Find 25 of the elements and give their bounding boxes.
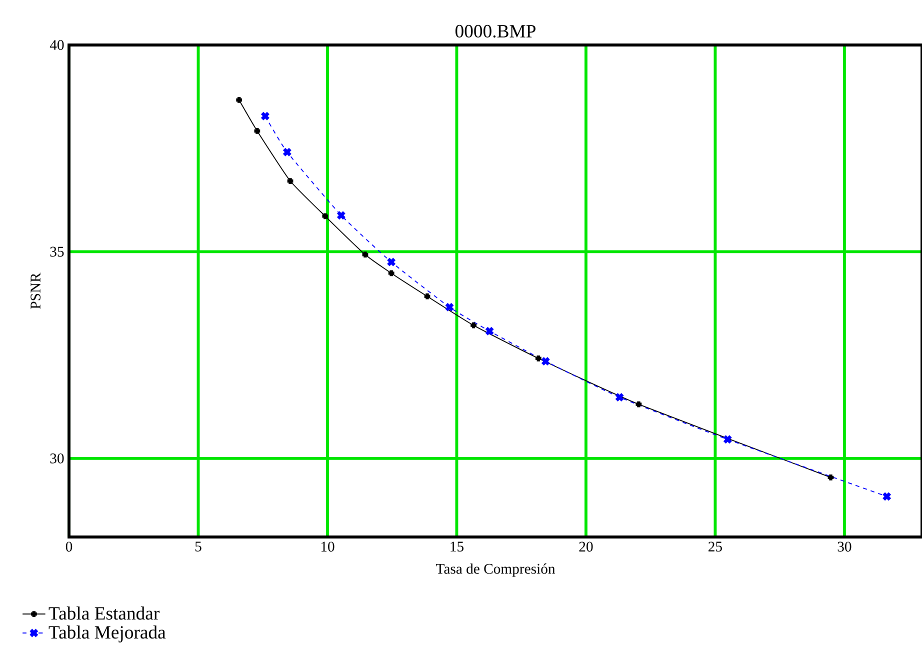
x-tick-label: 15	[450, 542, 464, 552]
x-tick-label: 20	[579, 542, 593, 552]
x-tick-label: 0	[66, 542, 72, 552]
point	[386, 257, 396, 267]
point	[336, 210, 346, 220]
legend-label: Tabla Estandar	[48, 606, 160, 620]
point	[484, 326, 494, 336]
x-tick-label: 25	[708, 542, 722, 552]
point	[260, 111, 270, 121]
legend-label: Tabla Mejorada	[48, 625, 166, 642]
point	[722, 434, 732, 444]
x-axis-title: Tasa de Compresión	[436, 563, 556, 577]
x-tick-label: 10	[321, 542, 334, 552]
x-tick-label: 5	[195, 542, 202, 552]
y-axis-title: PSNR	[30, 272, 40, 309]
point	[444, 302, 454, 312]
chart-title: 0000.BMP	[455, 24, 536, 38]
point	[540, 356, 550, 366]
point	[282, 147, 292, 157]
y-tick-label: 35	[50, 246, 64, 257]
y-tick-label: 40	[50, 40, 64, 50]
point	[614, 392, 624, 402]
point	[882, 492, 892, 502]
y-tick-label: 30	[50, 453, 64, 464]
x-tick-label: 30	[838, 542, 852, 552]
